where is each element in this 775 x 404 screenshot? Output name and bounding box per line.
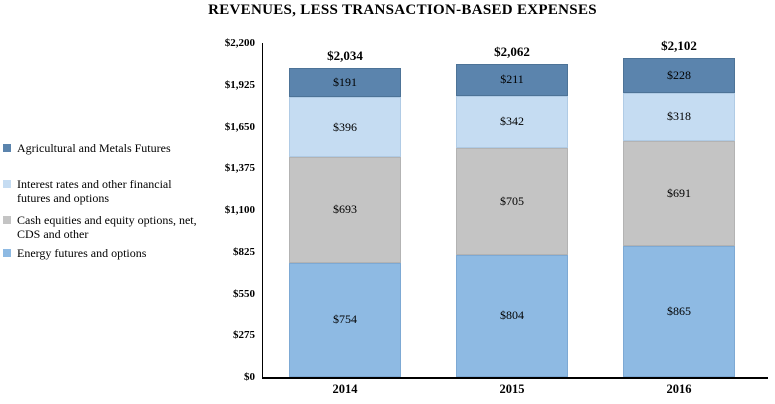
y-axis-labels: $0 $275 $550 $825 $1,100 $1,375 $1,650 $1,925 $2… bbox=[193, 37, 255, 383]
bar-total-label: $2,034 bbox=[327, 48, 363, 64]
legend-item: Cash equities and equity options, net, C… bbox=[3, 213, 248, 241]
y-axis-tick-label: $275 bbox=[233, 329, 255, 342]
bar-segment: $693 bbox=[289, 157, 401, 263]
segment-value-label: $191 bbox=[333, 75, 357, 90]
bar-segment: $211 bbox=[456, 63, 568, 96]
y-axis-tick-label: $1,375 bbox=[224, 162, 255, 175]
bar-segment: $804 bbox=[456, 254, 568, 377]
bar-group-2015: $804 $705 $342 $211 $2,062 2015 bbox=[456, 43, 568, 396]
bar-group-2016: $865 $691 $318 $228 $2,102 2016 bbox=[623, 38, 735, 396]
bar-segment: $705 bbox=[456, 147, 568, 255]
legend-swatch-icon bbox=[3, 249, 11, 257]
legend-swatch-icon bbox=[3, 180, 11, 188]
segment-value-label: $691 bbox=[667, 185, 691, 200]
y-axis-tick-label: $1,650 bbox=[224, 120, 255, 133]
legend-item-label: Energy futures and options bbox=[17, 246, 147, 260]
y-axis-tick-label: $1,925 bbox=[224, 78, 255, 91]
bar-segment: $691 bbox=[623, 140, 735, 246]
segment-value-label: $804 bbox=[500, 308, 524, 323]
y-axis-tick-label: $825 bbox=[233, 245, 255, 258]
bar-segment: $754 bbox=[289, 262, 401, 377]
y-axis-tick-label: $2,200 bbox=[224, 37, 255, 49]
legend-item: Energy futures and options bbox=[3, 246, 248, 260]
segment-value-label: $318 bbox=[667, 109, 691, 124]
x-axis-label: 2015 bbox=[499, 382, 525, 396]
legend-item: Agricultural and Metals Futures bbox=[3, 141, 248, 155]
bar-segment: $342 bbox=[456, 96, 568, 148]
legend-item-label: Agricultural and Metals Futures bbox=[17, 141, 171, 155]
bar-total-label: $2,102 bbox=[661, 37, 697, 53]
bar-segment: $228 bbox=[623, 57, 735, 93]
y-axis-tick-label: $0 bbox=[244, 371, 255, 383]
legend-item-label: Cash equities and equity options, net, C… bbox=[17, 213, 197, 241]
legend: Agricultural and Metals Futures Interest … bbox=[3, 141, 248, 260]
bar-segment: $318 bbox=[623, 92, 735, 141]
segment-value-label: $865 bbox=[667, 303, 691, 318]
plot-area: $754 $693 $396 $191 $2,034 2014 $804 $705 $342 $2… bbox=[262, 38, 768, 396]
bar-total-label: $2,062 bbox=[494, 43, 530, 59]
bar-segment: $396 bbox=[289, 97, 401, 158]
y-axis-tick-label: $550 bbox=[233, 287, 255, 300]
segment-value-label: $396 bbox=[333, 119, 357, 134]
legend-swatch-icon bbox=[3, 144, 11, 152]
bar-segment: $865 bbox=[623, 245, 735, 377]
segment-value-label: $228 bbox=[667, 67, 691, 82]
chart-title: REVENUES, LESS TRANSACTION-BASED EXPENSE… bbox=[208, 2, 597, 18]
segment-value-label: $705 bbox=[500, 193, 524, 208]
segment-value-label: $211 bbox=[500, 72, 524, 87]
x-axis-label: 2014 bbox=[332, 382, 358, 396]
bar-group-2014: $754 $693 $396 $191 $2,034 2014 bbox=[289, 43, 401, 396]
bar-segment: $191 bbox=[289, 68, 401, 98]
legend-item-label: Interest rates and other financial futur… bbox=[17, 177, 172, 205]
legend-item: Interest rates and other financial futur… bbox=[3, 177, 248, 205]
segment-value-label: $693 bbox=[333, 202, 357, 217]
legend-swatch-icon bbox=[3, 216, 11, 224]
segment-value-label: $342 bbox=[500, 114, 524, 129]
segment-value-label: $754 bbox=[333, 312, 357, 327]
y-axis-tick-label: $1,100 bbox=[224, 204, 255, 216]
x-axis-label: 2016 bbox=[666, 382, 692, 396]
